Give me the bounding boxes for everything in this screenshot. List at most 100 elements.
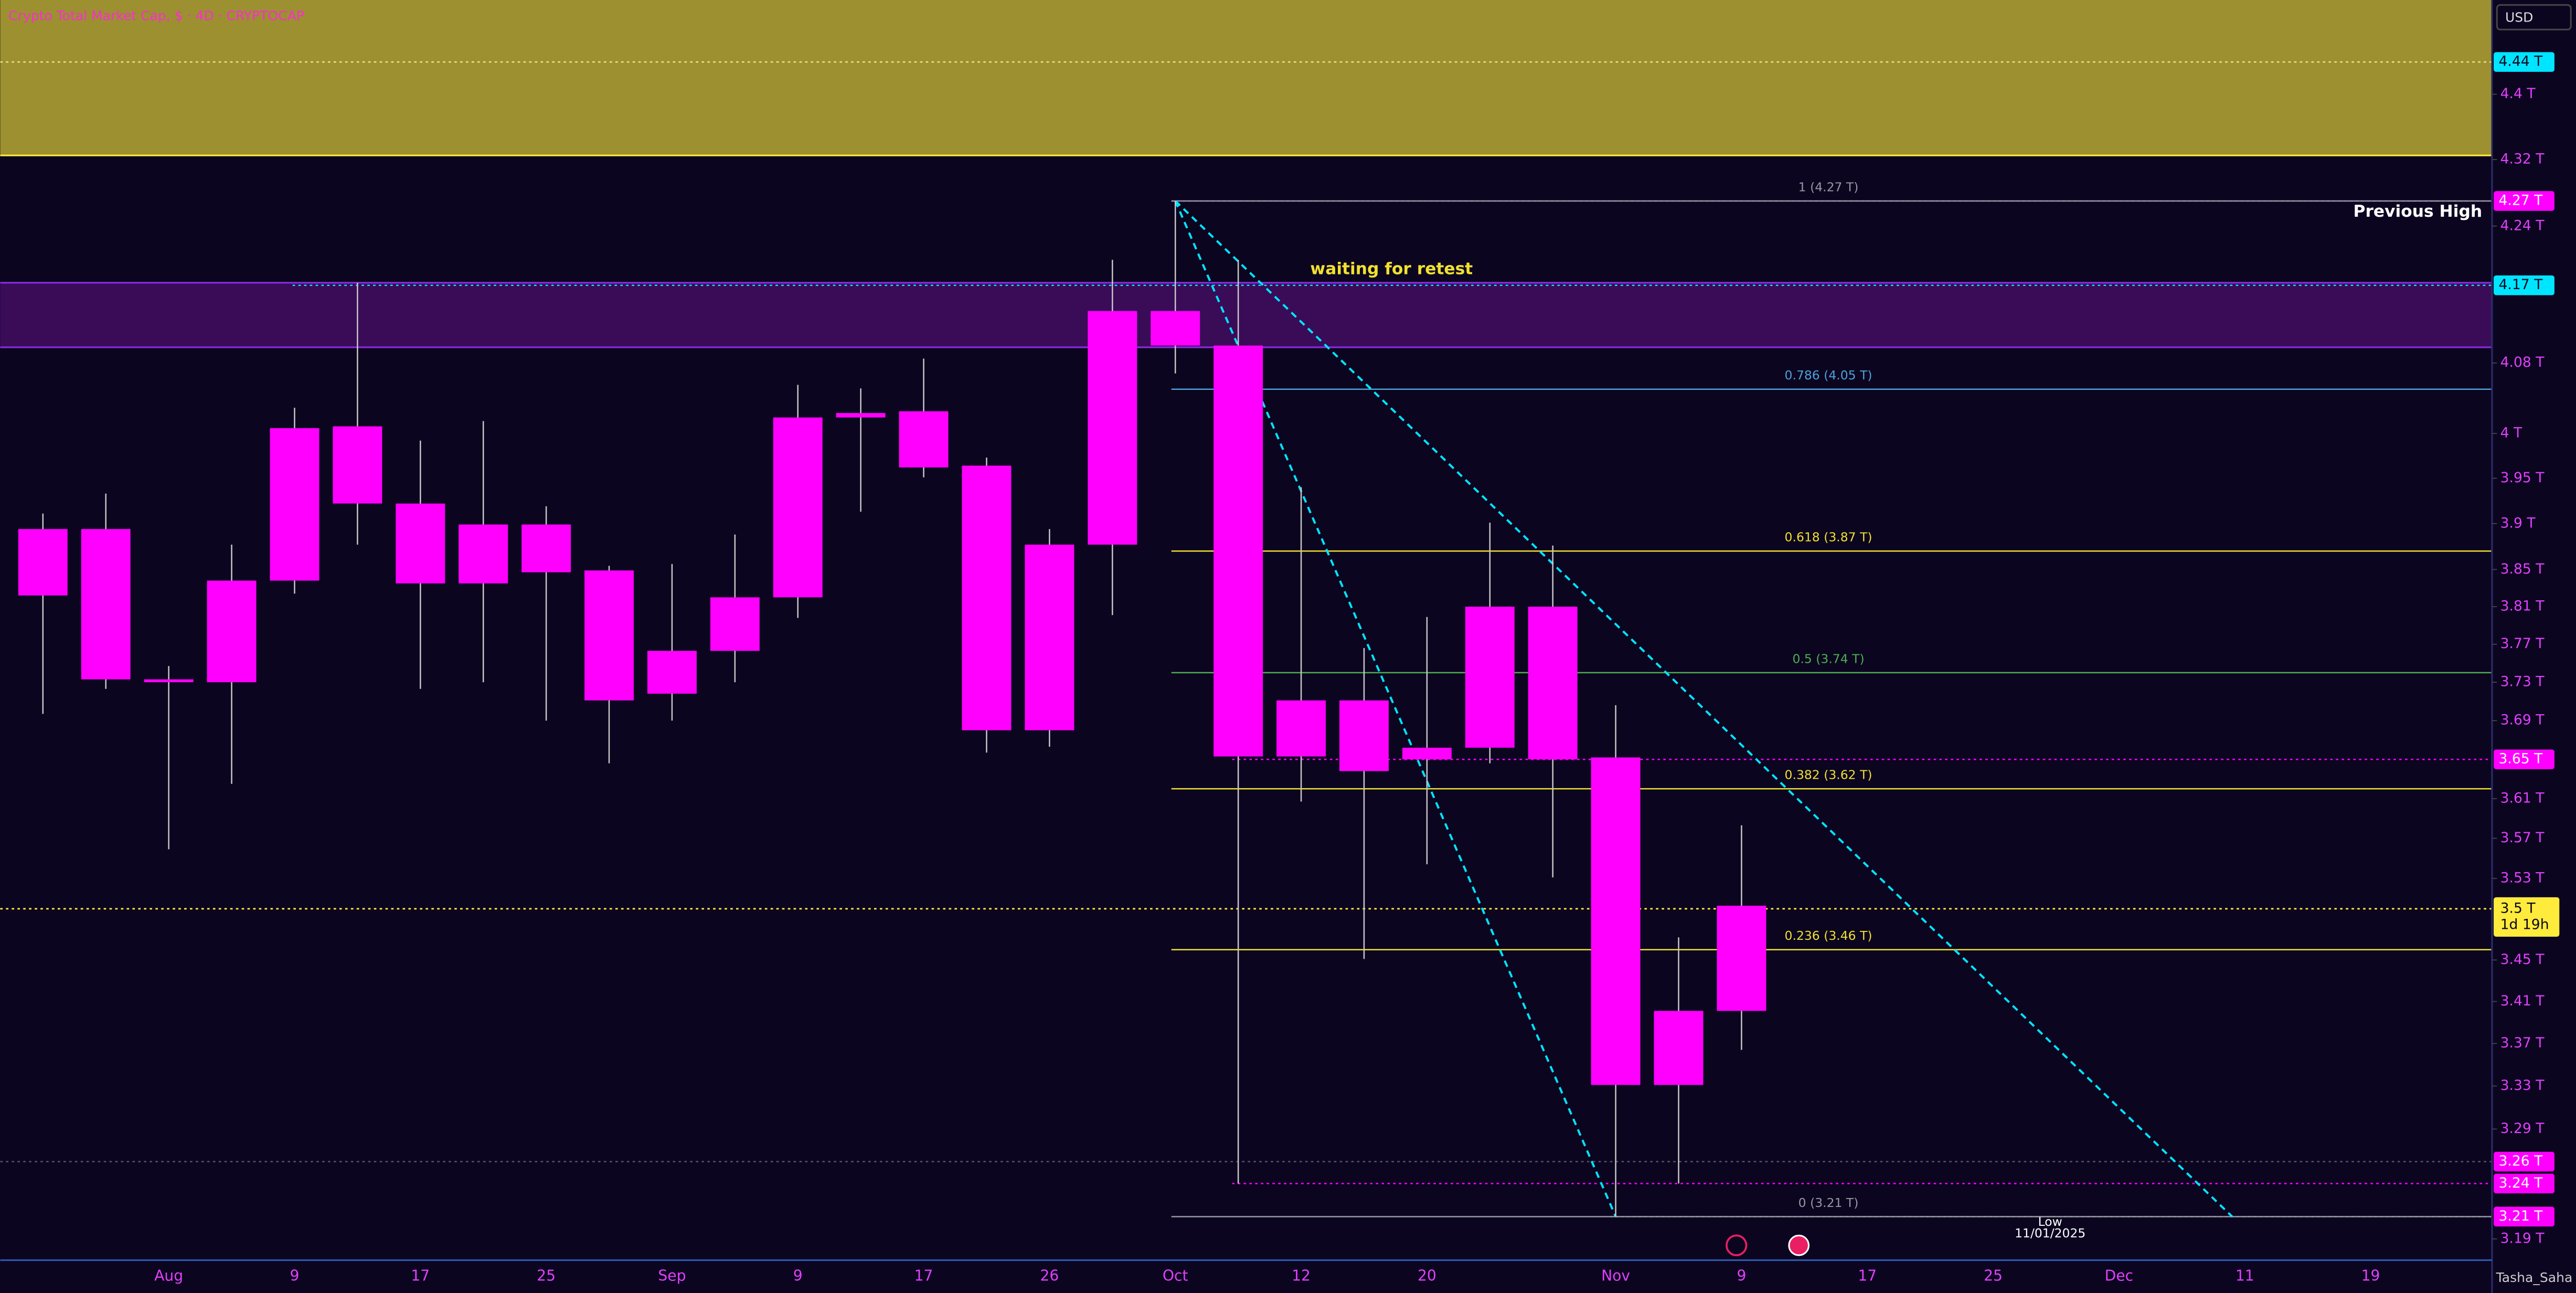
fib-label: 1 (4.27 T) bbox=[1798, 179, 1859, 194]
price-label: 3.21 T bbox=[2498, 1208, 2543, 1224]
trendline bbox=[1174, 200, 2233, 1217]
fib-label: 0 (3.21 T) bbox=[1798, 1195, 1859, 1210]
last-price-label: 3.5 T bbox=[2500, 900, 2536, 916]
x-tick-label: 20 bbox=[1418, 1267, 1436, 1285]
x-tick-label: 25 bbox=[1984, 1267, 2003, 1285]
candle-body bbox=[773, 417, 823, 598]
candle-body bbox=[1025, 544, 1074, 730]
x-tick-label: 9 bbox=[1737, 1267, 1746, 1285]
fib-label: 0.786 (4.05 T) bbox=[1785, 368, 1872, 383]
fib-label: 0.618 (3.87 T) bbox=[1785, 530, 1872, 545]
candle-body bbox=[1339, 700, 1389, 771]
price-label: 3.26 T bbox=[2498, 1153, 2543, 1169]
price-label-bg bbox=[2494, 749, 2554, 769]
candle-body bbox=[18, 529, 68, 596]
y-tick-label: 3.9 T bbox=[2500, 515, 2536, 531]
price-label-bg bbox=[2494, 1173, 2554, 1194]
price-label-bg bbox=[2494, 275, 2554, 295]
y-tick-label: 3.29 T bbox=[2500, 1120, 2545, 1137]
fib-label: 0.236 (3.46 T) bbox=[1785, 928, 1872, 943]
y-tick-label: 3.53 T bbox=[2500, 870, 2545, 886]
candle-body bbox=[962, 465, 1012, 730]
annotation: Previous High bbox=[2354, 202, 2483, 221]
price-label: 3.24 T bbox=[2498, 1175, 2543, 1191]
y-tick-label: 3.95 T bbox=[2500, 470, 2545, 486]
candle-body bbox=[81, 529, 131, 680]
x-tick-label: Dec bbox=[2105, 1267, 2133, 1285]
x-tick-label: Sep bbox=[658, 1267, 686, 1285]
x-tick-label: 19 bbox=[2361, 1267, 2380, 1285]
candle-body bbox=[1151, 311, 1200, 346]
zone bbox=[0, 0, 2492, 156]
y-tick-label: 3.41 T bbox=[2500, 993, 2545, 1009]
candle-body bbox=[1402, 747, 1452, 760]
price-label-bg bbox=[2494, 1151, 2554, 1172]
y-tick-label: 3.81 T bbox=[2500, 598, 2545, 614]
candle-body bbox=[144, 679, 194, 683]
x-tick-label: 17 bbox=[411, 1267, 430, 1285]
candle-body bbox=[1528, 607, 1578, 760]
y-tick-label: 3.73 T bbox=[2500, 674, 2545, 690]
y-tick-label: 3.45 T bbox=[2500, 951, 2545, 968]
candle-body bbox=[899, 411, 949, 468]
fib-label: 0.5 (3.74 T) bbox=[1792, 651, 1864, 666]
x-tick-label: 17 bbox=[914, 1267, 933, 1285]
candle-body bbox=[836, 413, 886, 418]
y-tick-label: 3.19 T bbox=[2500, 1230, 2545, 1246]
candle-body bbox=[521, 524, 571, 573]
y-tick-label: 4.08 T bbox=[2500, 354, 2545, 370]
candle-body bbox=[207, 580, 257, 683]
author: Tasha_Saha bbox=[2496, 1270, 2573, 1285]
plot-area: 1 (4.27 T) 0.786 (4.05 T) 0.618 (3.87 T) 0.… bbox=[0, 0, 2492, 1217]
countdown: 1d 19h bbox=[2500, 917, 2549, 933]
price-label: 3.65 T bbox=[2498, 751, 2543, 767]
event-icon[interactable] bbox=[1788, 1234, 1810, 1256]
y-tick-label: 3.69 T bbox=[2500, 712, 2545, 728]
annotation: Low bbox=[2038, 1214, 2062, 1229]
candle-body bbox=[459, 524, 508, 584]
y-tick-label: 3.77 T bbox=[2500, 635, 2545, 652]
price-label: 4.27 T bbox=[2498, 192, 2543, 208]
fib-label: 0.382 (3.62 T) bbox=[1785, 768, 1872, 782]
currency[interactable]: USD bbox=[2505, 9, 2534, 25]
x-tick-label: Oct bbox=[1163, 1267, 1188, 1285]
y-tick-label: 3.61 T bbox=[2500, 790, 2545, 806]
candle-body bbox=[710, 597, 760, 651]
candle-body bbox=[1214, 345, 1263, 757]
x-tick-label: 26 bbox=[1040, 1267, 1059, 1285]
x-tick-label: Aug bbox=[154, 1267, 183, 1285]
event-icon[interactable] bbox=[1726, 1234, 1748, 1256]
candle-body bbox=[270, 428, 320, 581]
y-tick-label: 3.37 T bbox=[2500, 1035, 2545, 1051]
y-tick-label: 4.4 T bbox=[2500, 86, 2536, 102]
y-tick-label: 3.57 T bbox=[2500, 830, 2545, 846]
x-tick-label: 9 bbox=[793, 1267, 803, 1285]
y-tick-label: 3.33 T bbox=[2500, 1077, 2545, 1094]
x-tick-label: 25 bbox=[537, 1267, 556, 1285]
candle-body bbox=[584, 570, 634, 701]
price-label-bg bbox=[2494, 897, 2560, 937]
price-label: 4.17 T bbox=[2498, 277, 2543, 293]
chart-title: Crypto Total Market Cap, $ · 4D · CRYPTO… bbox=[8, 8, 304, 23]
y-tick-label: 4 T bbox=[2500, 425, 2522, 441]
annotation: 11/01/2025 bbox=[2015, 1226, 2085, 1241]
x-tick-label: Nov bbox=[1601, 1267, 1630, 1285]
x-tick-label: 9 bbox=[290, 1267, 299, 1285]
candle-body bbox=[647, 651, 697, 694]
y-tick-label: 3.85 T bbox=[2500, 561, 2545, 577]
y-tick-label: 4.24 T bbox=[2500, 217, 2545, 234]
candle-body bbox=[1465, 607, 1515, 748]
price-label: 4.44 T bbox=[2498, 54, 2543, 70]
x-tick-label: 12 bbox=[1292, 1267, 1311, 1285]
candle-body bbox=[1654, 1011, 1704, 1085]
price-label-bg bbox=[2494, 1206, 2554, 1227]
price-label-bg bbox=[2494, 52, 2554, 72]
x-tick-label: 17 bbox=[1858, 1267, 1877, 1285]
zone bbox=[0, 282, 2492, 347]
x-tick-label: 11 bbox=[2236, 1267, 2254, 1285]
annotation: waiting for retest bbox=[1310, 259, 1473, 278]
y-tick-label: 4.32 T bbox=[2500, 151, 2545, 167]
currency-box[interactable] bbox=[2496, 4, 2572, 30]
